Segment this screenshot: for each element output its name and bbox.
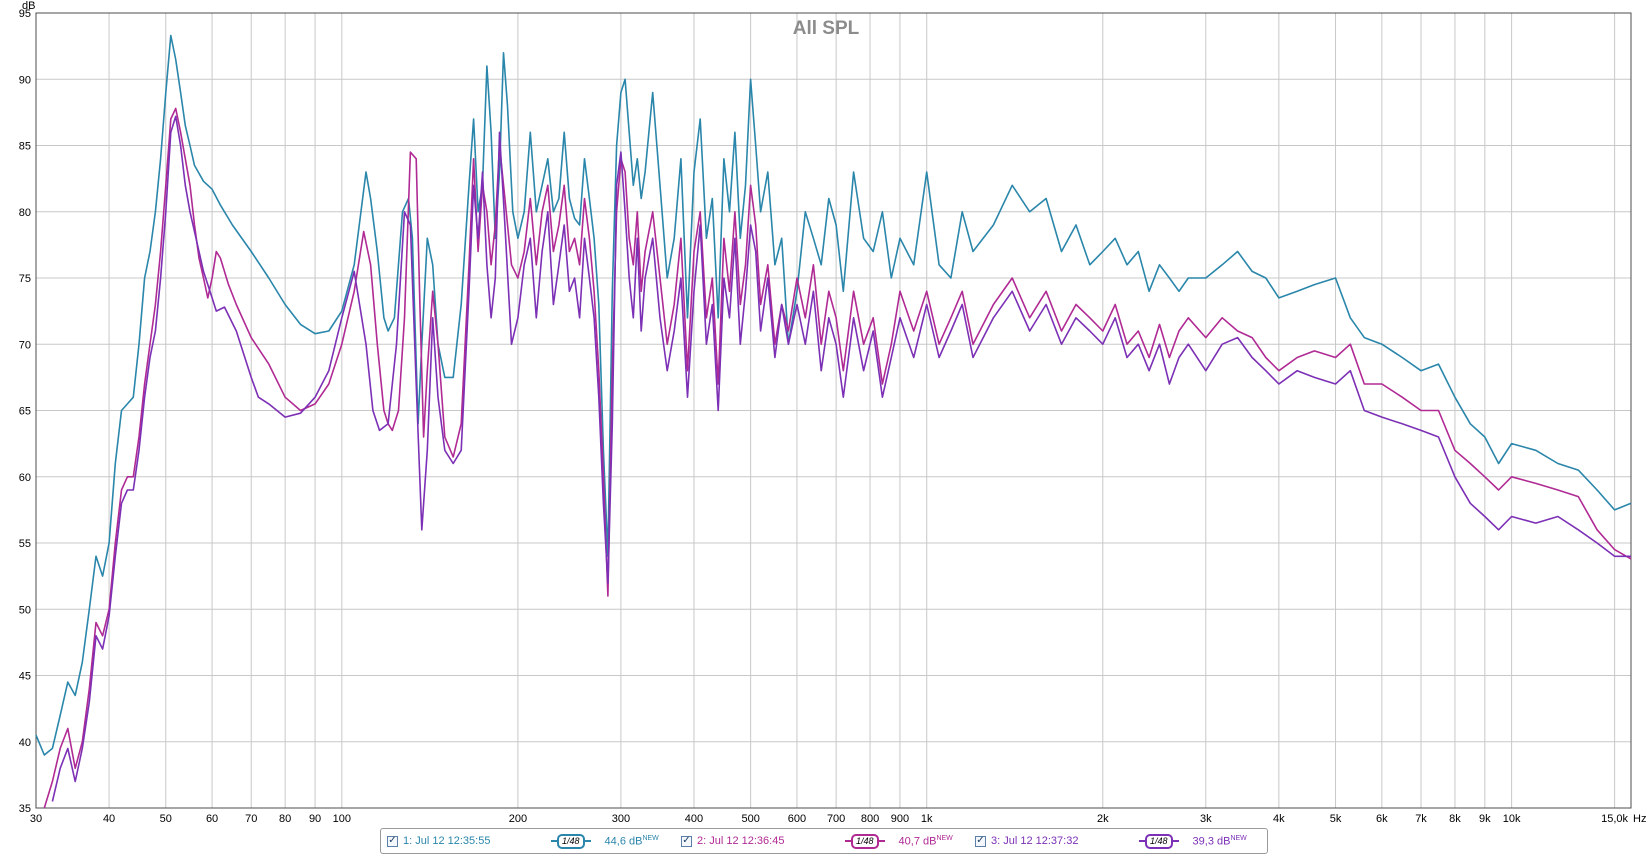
- legend-item: ✓ 3: Jul 12 12:37:32 1/48 39,3 dBNEW: [969, 833, 1263, 849]
- y-tick-label: 40: [19, 737, 31, 749]
- y-tick-label: 75: [19, 273, 31, 285]
- x-tick-label: 8k: [1449, 813, 1461, 825]
- x-tick-label: 700: [827, 813, 845, 825]
- x-tick-label: 100: [333, 813, 351, 825]
- series-2-checkbox[interactable]: ✓: [681, 835, 692, 847]
- series-1-smoothing-badge[interactable]: 1/48: [551, 833, 591, 849]
- x-tick-label: 5k: [1330, 813, 1342, 825]
- x-tick-label: 30: [30, 813, 42, 825]
- x-tick-label: 600: [788, 813, 806, 825]
- series-1-level-value: 44,6 dB: [604, 835, 643, 848]
- x-tick-label: 500: [741, 813, 759, 825]
- series-3-smoothing-badge[interactable]: 1/48: [1139, 833, 1179, 849]
- x-tick-label: 9k: [1479, 813, 1491, 825]
- y-tick-label: 55: [19, 538, 31, 550]
- y-tick-labels: 95 90 85 80 75 70 65 60 55 50 45 40 35: [19, 8, 31, 815]
- x-tick-label: 1k: [921, 813, 933, 825]
- y-tick-label: 70: [19, 339, 31, 351]
- x-tick-label: 6k: [1376, 813, 1388, 825]
- series-3-checkbox[interactable]: ✓: [975, 835, 986, 847]
- legend-item: ✓ 2: Jul 12 12:36:45 1/48 40,7 dBNEW: [675, 833, 969, 849]
- y-tick-label: 45: [19, 671, 31, 683]
- x-tick-label: 90: [309, 813, 321, 825]
- series-3-line: [51, 115, 1631, 802]
- x-tick-label: 70: [245, 813, 257, 825]
- y-tick-label: 65: [19, 406, 31, 418]
- y-tick-label: 60: [19, 472, 31, 484]
- series-3-smoothing: 1/48: [1145, 833, 1173, 849]
- x-tick-labels: 30 40 50 60 70 80 90 100 200 300 400 500 600 700 800 90…: [30, 813, 1629, 825]
- series-1-line: [35, 34, 1632, 756]
- y-tick-label: 50: [19, 604, 31, 616]
- series-1-checkbox[interactable]: ✓: [387, 835, 398, 847]
- y-tick-label: 90: [19, 74, 31, 86]
- y-axis-label: dB: [22, 0, 35, 12]
- legend-item: ✓ 1: Jul 12 12:35:55 1/48 44,6 dBNEW: [381, 833, 675, 849]
- chart-title: All SPL: [793, 18, 860, 39]
- series-1-level: 44,6 dBNEW: [604, 834, 659, 848]
- x-tick-label: 10k: [1503, 813, 1521, 825]
- series-3-level-value: 39,3 dB: [1192, 835, 1231, 848]
- x-tick-label: 4k: [1273, 813, 1285, 825]
- x-axis-unit: Hz: [1633, 813, 1646, 825]
- x-tick-label: 60: [206, 813, 218, 825]
- y-tick-label: 95: [19, 8, 31, 20]
- x-tick-label: 15,0k: [1601, 813, 1628, 825]
- x-tick-label: 400: [685, 813, 703, 825]
- y-tick-label: 85: [19, 141, 31, 153]
- series-2-name: 2: Jul 12 12:36:45: [697, 835, 785, 847]
- x-tick-label: 50: [160, 813, 172, 825]
- grid-lines: [35, 12, 1631, 809]
- legend: ✓ 1: Jul 12 12:35:55 1/48 44,6 dBNEW ✓ 2…: [380, 828, 1268, 854]
- x-tick-label: 80: [279, 813, 291, 825]
- series-1-smoothing: 1/48: [557, 833, 585, 849]
- series-2-level-value: 40,7 dB: [898, 835, 937, 848]
- x-tick-label: 7k: [1415, 813, 1427, 825]
- x-tick-label: 300: [612, 813, 630, 825]
- x-tick-label: 200: [509, 813, 527, 825]
- x-tick-label: 40: [103, 813, 115, 825]
- y-tick-label: 80: [19, 207, 31, 219]
- series-2-line: [43, 107, 1632, 809]
- x-tick-label: 3k: [1200, 813, 1212, 825]
- series-2-smoothing-badge[interactable]: 1/48: [845, 833, 885, 849]
- x-tick-label: 800: [861, 813, 879, 825]
- series-2-level: 40,7 dBNEW: [898, 834, 953, 848]
- y-tick-label: 35: [19, 803, 31, 815]
- plot-frame: [35, 12, 1632, 809]
- series-3-level: 39,3 dBNEW: [1192, 834, 1247, 848]
- series-2-smoothing: 1/48: [851, 833, 879, 849]
- series-1-name: 1: Jul 12 12:35:55: [403, 835, 491, 847]
- series-3-name: 3: Jul 12 12:37:32: [991, 835, 1079, 847]
- x-tick-label: 2k: [1097, 813, 1109, 825]
- x-tick-label: 900: [891, 813, 909, 825]
- curves: [35, 34, 1632, 809]
